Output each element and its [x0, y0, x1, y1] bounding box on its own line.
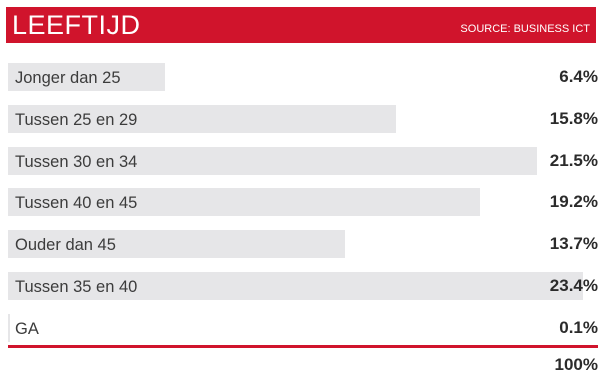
- bar-value: 0.1%: [559, 318, 598, 337]
- bar-label: GA: [15, 320, 39, 338]
- bar-row: Jonger dan 25 6.4%: [8, 63, 598, 91]
- bar-row: Tussen 40 en 45 19.2%: [8, 188, 598, 216]
- chart-title: LEEFTIJD: [12, 10, 141, 40]
- bar: [8, 272, 583, 300]
- bar-label: Tussen 40 en 45: [15, 194, 138, 212]
- bar: [8, 314, 10, 342]
- bar-value: 15.8%: [549, 109, 598, 128]
- bar: [8, 188, 480, 216]
- bar: [8, 63, 165, 91]
- bar: [8, 147, 537, 175]
- bar-row: Tussen 30 en 34 21.5%: [8, 147, 598, 175]
- chart-header: LEEFTIJD SOURCE: BUSINESS ICT: [6, 7, 596, 43]
- total-value: 100%: [554, 355, 598, 374]
- bar-label: Tussen 30 en 34: [15, 153, 138, 171]
- chart-source: SOURCE: BUSINESS ICT: [460, 23, 590, 35]
- total-divider: [8, 345, 598, 348]
- bar-label: Tussen 25 en 29: [15, 111, 138, 129]
- bar-value: 13.7%: [549, 234, 598, 253]
- bar-row: GA 0.1%: [8, 314, 598, 342]
- bar-label: Ouder dan 45: [15, 236, 116, 254]
- bar-row: Tussen 35 en 40 23.4%: [8, 272, 598, 300]
- bar-label: Tussen 35 en 40: [15, 278, 138, 296]
- bar-value: 6.4%: [559, 67, 598, 86]
- bar-label: Jonger dan 25: [15, 69, 121, 87]
- bar-value: 21.5%: [549, 151, 598, 170]
- bar-row: Ouder dan 45 13.7%: [8, 230, 598, 258]
- bar: [8, 105, 396, 133]
- bar-row: Tussen 25 en 29 15.8%: [8, 105, 598, 133]
- bar: [8, 230, 345, 258]
- bar-value: 23.4%: [549, 276, 598, 295]
- bar-value: 19.2%: [549, 192, 598, 211]
